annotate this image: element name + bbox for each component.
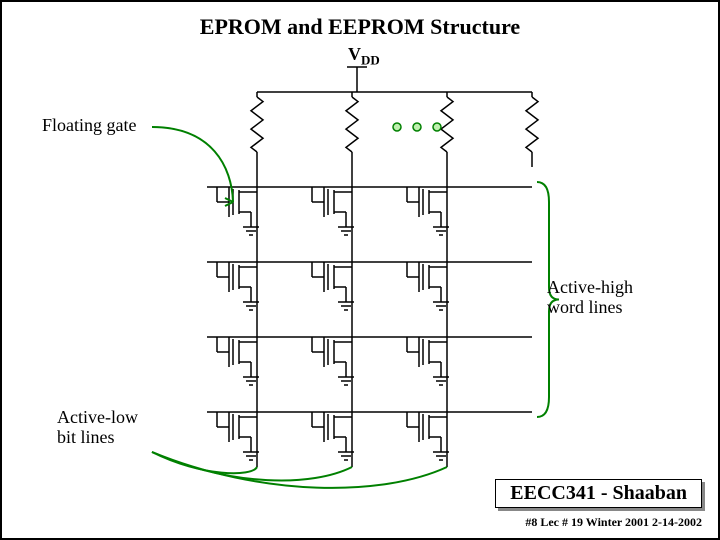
slide-title: EPROM and EEPROM Structure — [2, 14, 718, 40]
floating-gate-label: Floating gate — [42, 115, 136, 136]
footer-box: EECC341 - Shaaban — [495, 479, 702, 508]
word-lines-label-1: Active-high — [547, 277, 633, 298]
slide-info: #8 Lec # 19 Winter 2001 2-14-2002 — [525, 515, 702, 530]
slide: EPROM and EEPROM Structure VDD Floating … — [0, 0, 720, 540]
bit-lines-label-1: Active-low — [57, 407, 138, 428]
bit-lines-label-2: bit lines — [57, 427, 115, 448]
word-lines-label-2: word lines — [547, 297, 623, 318]
